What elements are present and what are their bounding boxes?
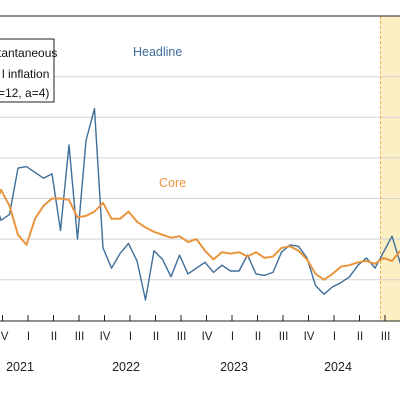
x-tick-label: II [255, 331, 261, 343]
legend-line-3: =12, a=4) [0, 86, 49, 100]
x-axis-ticks [2, 315, 386, 321]
year-label: 2022 [112, 360, 140, 374]
x-tick-label: II [357, 331, 363, 343]
x-tick-label: III [381, 331, 391, 343]
legend-line-2: l inflation [2, 67, 49, 81]
legend-line-1: tantaneous [0, 46, 57, 60]
x-tick-label: II [153, 331, 159, 343]
headline-series-label: Headline [133, 45, 182, 59]
x-tick-label: I [27, 331, 30, 343]
year-label: 2024 [324, 360, 352, 374]
x-tick-label: I [129, 331, 132, 343]
year-label: 2021 [6, 360, 34, 374]
year-label: 2023 [220, 360, 248, 374]
headline-series-line [0, 107, 400, 301]
x-tick-label: IV [0, 331, 9, 343]
x-tick-label: IV [304, 331, 315, 343]
x-tick-label: I [333, 331, 336, 343]
legend-box-frame [0, 38, 55, 103]
core-series-line [0, 188, 400, 281]
x-tick-label: III [75, 331, 85, 343]
core-series-label: Core [159, 176, 186, 190]
legend-box: tantaneous l inflation =12, a=4) [0, 38, 57, 103]
x-quarter-labels: IVIIIIIIIVIIIIIIIVIIIIIIIVIIIIIIIVI [0, 331, 391, 343]
x-tick-label: III [279, 331, 289, 343]
series-lines [0, 107, 400, 301]
x-tick-label: III [177, 331, 187, 343]
plot-frame [0, 15, 400, 322]
x-tick-label: I [231, 331, 234, 343]
x-year-labels: 2021 2022 2023 2024 [6, 360, 352, 374]
x-tick-label: II [51, 331, 57, 343]
x-tick-label: IV [100, 331, 111, 343]
recent-period-shading [380, 16, 400, 321]
x-tick-label: IV [202, 331, 213, 343]
